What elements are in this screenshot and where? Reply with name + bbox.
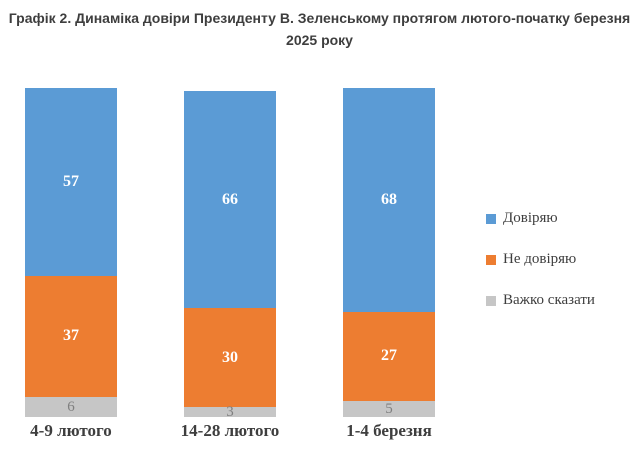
legend-label-undecided: Важко сказати xyxy=(503,292,595,308)
bar-group-2: 66 30 3 xyxy=(184,91,276,421)
bar-3-undecided-value: 5 xyxy=(385,400,393,417)
bar-1-distrust-value: 37 xyxy=(63,327,79,345)
legend-item-distrust: Не довіряю xyxy=(486,252,595,267)
legend: Довіряю Не довіряю Важко сказати xyxy=(486,211,595,308)
bar-1-undecided-value: 6 xyxy=(67,399,75,416)
chart-title: Графік 2. Динаміка довіри Президенту В. … xyxy=(8,10,631,48)
bar-3-segment-trust: 68 xyxy=(343,88,435,312)
bar-3-segment-undecided: 5 xyxy=(343,400,435,417)
bar-2-undecided-value: 3 xyxy=(226,404,234,421)
bar-3-distrust-value: 27 xyxy=(381,347,397,365)
bar-1-segment-distrust: 37 xyxy=(25,275,117,398)
legend-item-undecided: Важко сказати xyxy=(486,293,595,308)
legend-item-trust: Довіряю xyxy=(486,211,595,226)
bar-1-segment-trust: 57 xyxy=(25,88,117,276)
bar-1-trust-value: 57 xyxy=(63,172,79,190)
x-axis-label-3: 1-4 березня xyxy=(346,421,432,440)
legend-swatch-blue-icon xyxy=(486,213,496,224)
bar-group-1: 57 37 6 xyxy=(25,88,117,417)
bar-3-trust-value: 68 xyxy=(381,190,397,208)
bar-1-segment-undecided: 6 xyxy=(25,397,117,417)
bar-2-segment-trust: 66 xyxy=(184,91,276,309)
legend-swatch-gray-icon xyxy=(486,295,496,306)
bar-2-segment-distrust: 30 xyxy=(184,308,276,408)
bar-group-3: 68 27 5 xyxy=(343,88,435,417)
bar-3-segment-distrust: 27 xyxy=(343,311,435,401)
legend-swatch-orange-icon xyxy=(486,254,496,265)
legend-label-distrust: Не довіряю xyxy=(503,251,577,267)
x-axis-label-1: 4-9 лютого xyxy=(30,421,112,440)
bar-2-distrust-value: 30 xyxy=(222,348,238,366)
bar-2-trust-value: 66 xyxy=(222,190,238,208)
bar-2-segment-undecided: 3 xyxy=(184,404,276,421)
legend-label-trust: Довіряю xyxy=(503,210,558,226)
x-axis-label-2: 14-28 лютого xyxy=(180,421,280,440)
